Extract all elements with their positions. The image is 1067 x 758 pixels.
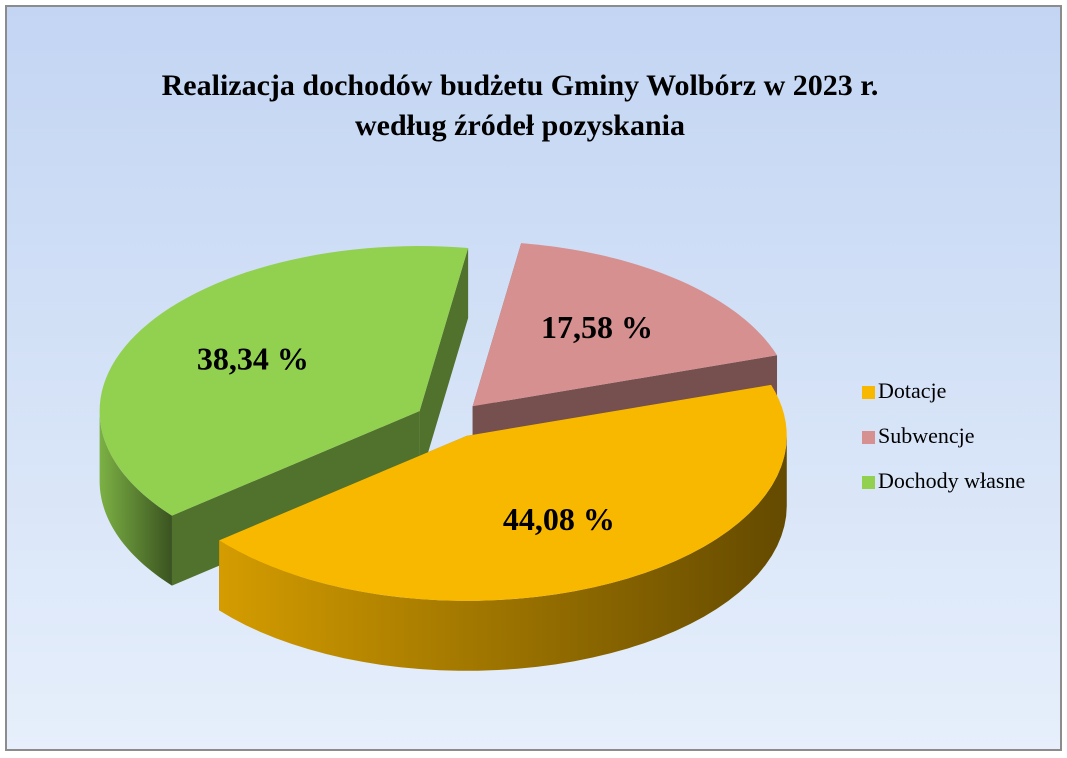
slice-side <box>219 435 787 671</box>
data-label: 17,58 % <box>541 309 653 345</box>
data-label: 38,34 % <box>197 340 309 376</box>
legend-label: Subwencje <box>878 423 975 448</box>
slice-top <box>219 384 787 601</box>
chart-title: Realizacja dochodów budżetu Gminy Wolbór… <box>162 69 879 102</box>
data-label: 44,08 % <box>503 501 615 537</box>
legend-swatch <box>862 386 875 399</box>
chart-title: według źródeł pozyskania <box>355 109 685 142</box>
legend-swatch <box>862 476 875 489</box>
pie-slice <box>219 384 787 671</box>
legend-label: Dotacje <box>878 378 946 403</box>
slice-top <box>472 243 778 407</box>
legend-label: Dochody własne <box>878 468 1025 493</box>
legend-swatch <box>862 431 875 444</box>
slice-side <box>99 411 172 586</box>
slice-top <box>99 246 469 516</box>
slice-cut-face <box>419 247 469 482</box>
